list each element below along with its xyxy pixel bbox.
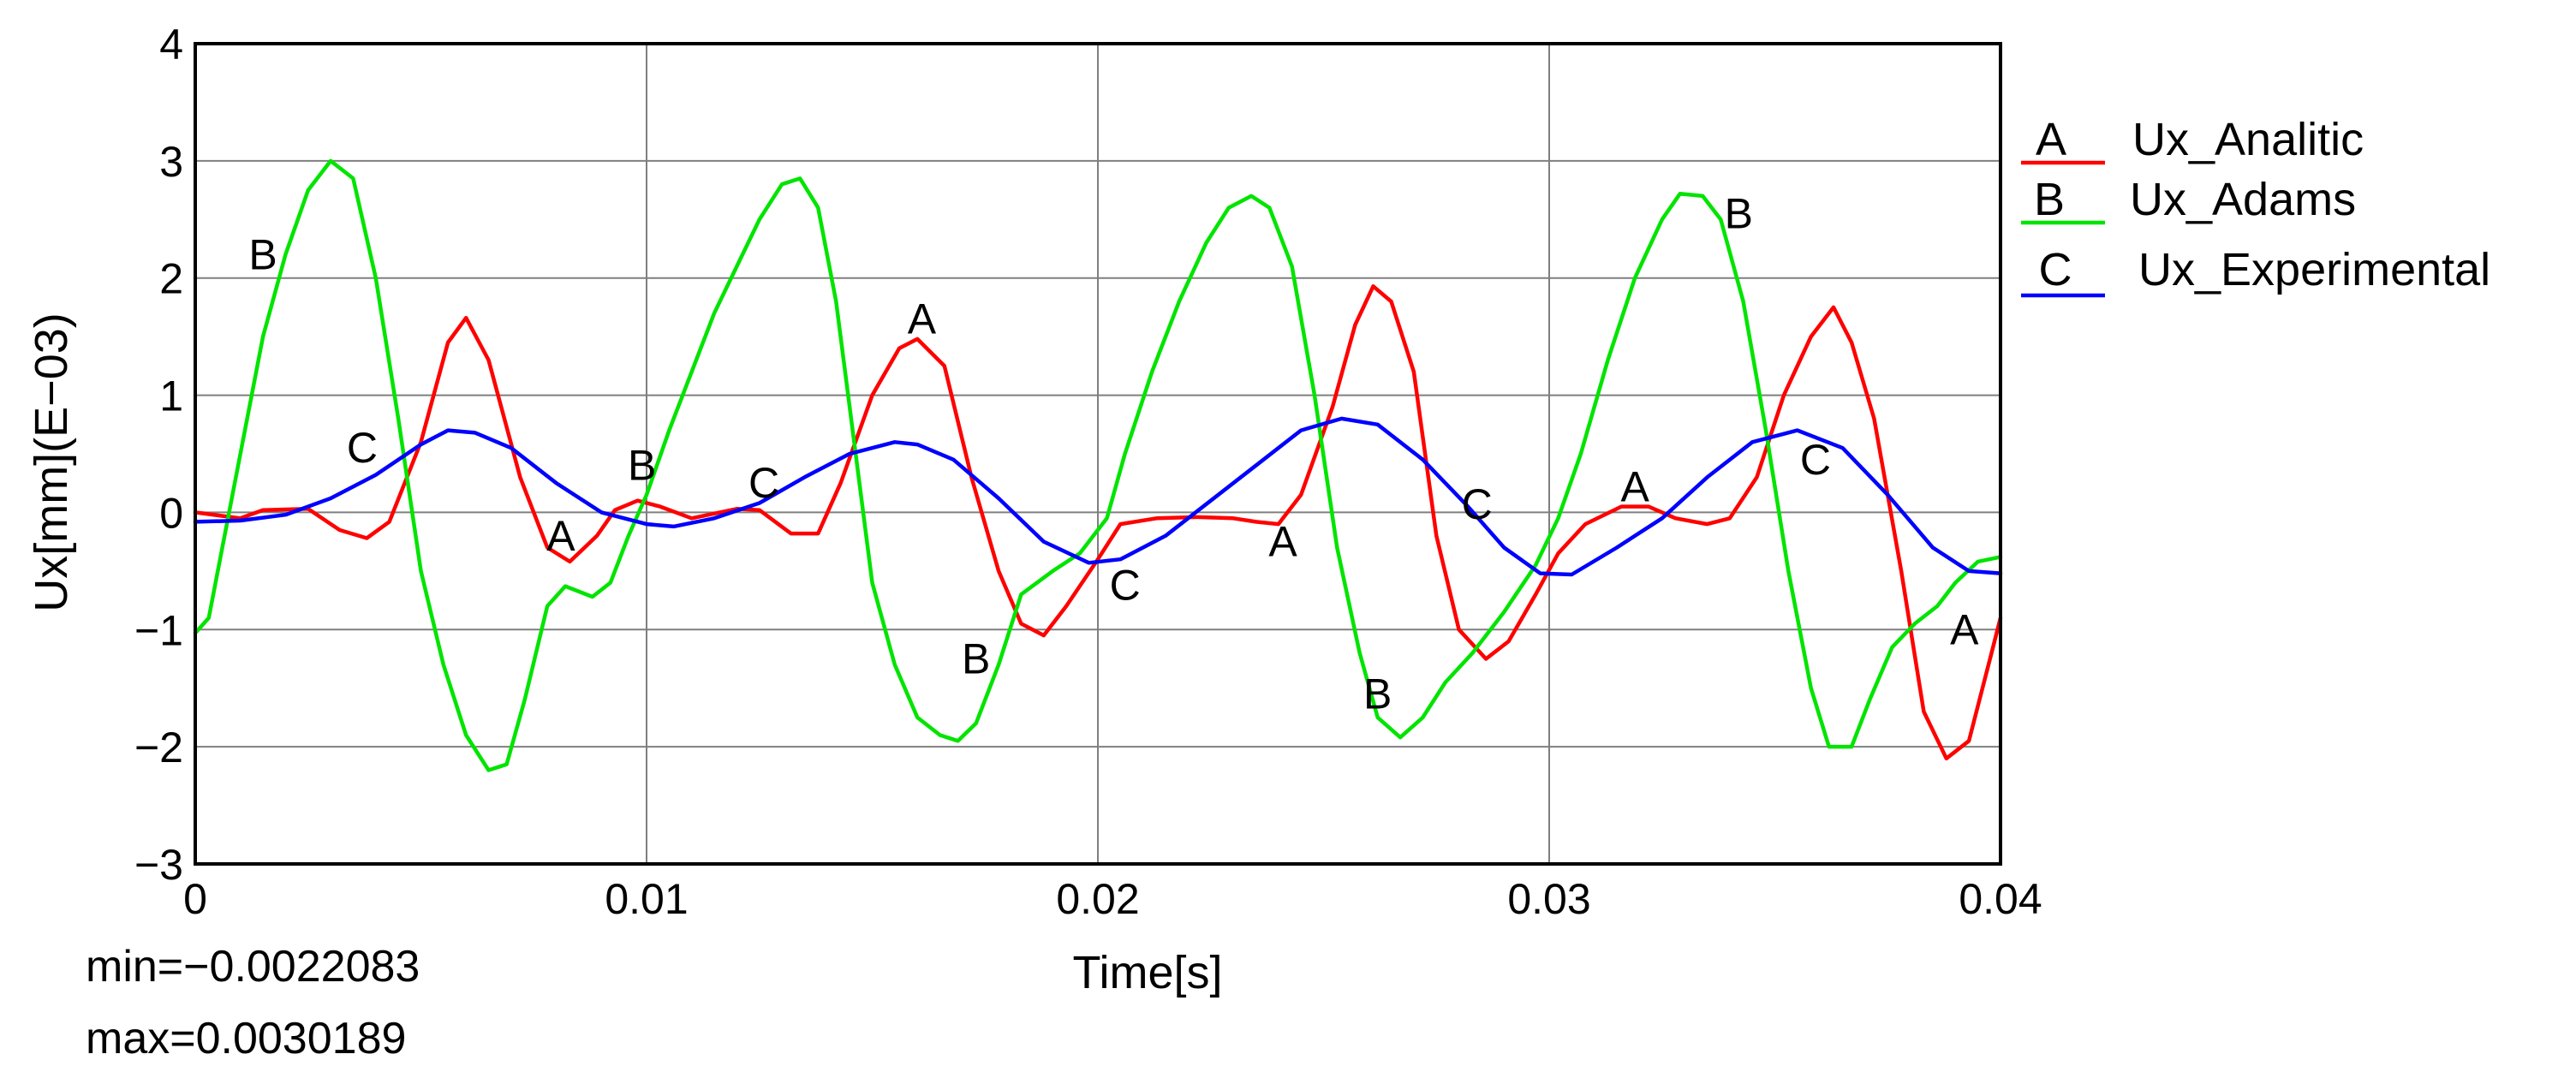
curve-marker-a: A (1950, 605, 1979, 653)
y-tick-label-7: 4 (159, 21, 183, 68)
x-tick-label-3: 0.03 (1507, 875, 1590, 923)
series-line-c (193, 416, 2003, 577)
y-tick-label-6: 3 (159, 138, 183, 186)
x-tick-label-2: 0.02 (1056, 875, 1139, 923)
x-axis-title: Time[s] (1073, 947, 1223, 998)
curve-marker-b: B (628, 442, 656, 490)
y-tick-label-1: −2 (134, 724, 183, 771)
curve-marker-c: C (347, 424, 378, 472)
curve-marker-c: C (1110, 561, 1141, 609)
curve-marker-c: C (1462, 480, 1493, 528)
y-axis-title: Ux[mm](E−03) (26, 313, 77, 612)
series-lines (193, 158, 2003, 772)
curve-marker-a: A (1620, 462, 1649, 510)
curve-marker-b: B (248, 230, 277, 278)
x-tick-label-1: 0.01 (605, 875, 688, 923)
y-tick-label-4: 1 (159, 372, 183, 420)
curve-marker-a: A (908, 295, 937, 343)
grid (194, 43, 2001, 865)
legend-label-a: Ux_Analitic (2132, 114, 2364, 165)
min-stat: min=−0.0022083 (86, 942, 420, 992)
curve-marker-b: B (1363, 670, 1392, 718)
legend-letter-c: C (2039, 244, 2072, 295)
y-tick-label-5: 2 (159, 255, 183, 303)
curve-marker-c: C (748, 459, 779, 507)
legend: A Ux_Analitic B Ux_Adams C Ux_Experimental (2021, 114, 2490, 298)
series-line-b (193, 158, 2003, 772)
curve-marker-b: B (962, 635, 990, 683)
legend-label-b: Ux_Adams (2130, 174, 2356, 225)
plot-frame (194, 42, 2002, 866)
curve-markers: A A A A A B B B B B C C C C C (248, 189, 1979, 718)
series-line-a (193, 284, 2003, 761)
legend-letter-b: B (2034, 174, 2065, 225)
legend-letter-a: A (2036, 114, 2066, 165)
max-stat: max=0.0030189 (86, 1014, 406, 1063)
x-tick-label-4: 0.04 (1959, 875, 2042, 923)
curve-marker-c: C (1800, 436, 1831, 484)
curve-marker-b: B (1725, 189, 1753, 237)
y-tick-label-0: −3 (134, 841, 183, 889)
tick-labels: 0 0.01 0.02 0.03 0.04 −3 −2 −1 0 1 2 3 4 (134, 21, 2042, 923)
y-tick-label-2: −1 (134, 606, 183, 654)
x-tick-label-0: 0 (183, 875, 207, 923)
curve-marker-a: A (1268, 518, 1297, 566)
legend-label-c: Ux_Experimental (2138, 244, 2490, 295)
curve-marker-a: A (546, 512, 575, 560)
y-tick-label-3: 0 (159, 489, 183, 537)
